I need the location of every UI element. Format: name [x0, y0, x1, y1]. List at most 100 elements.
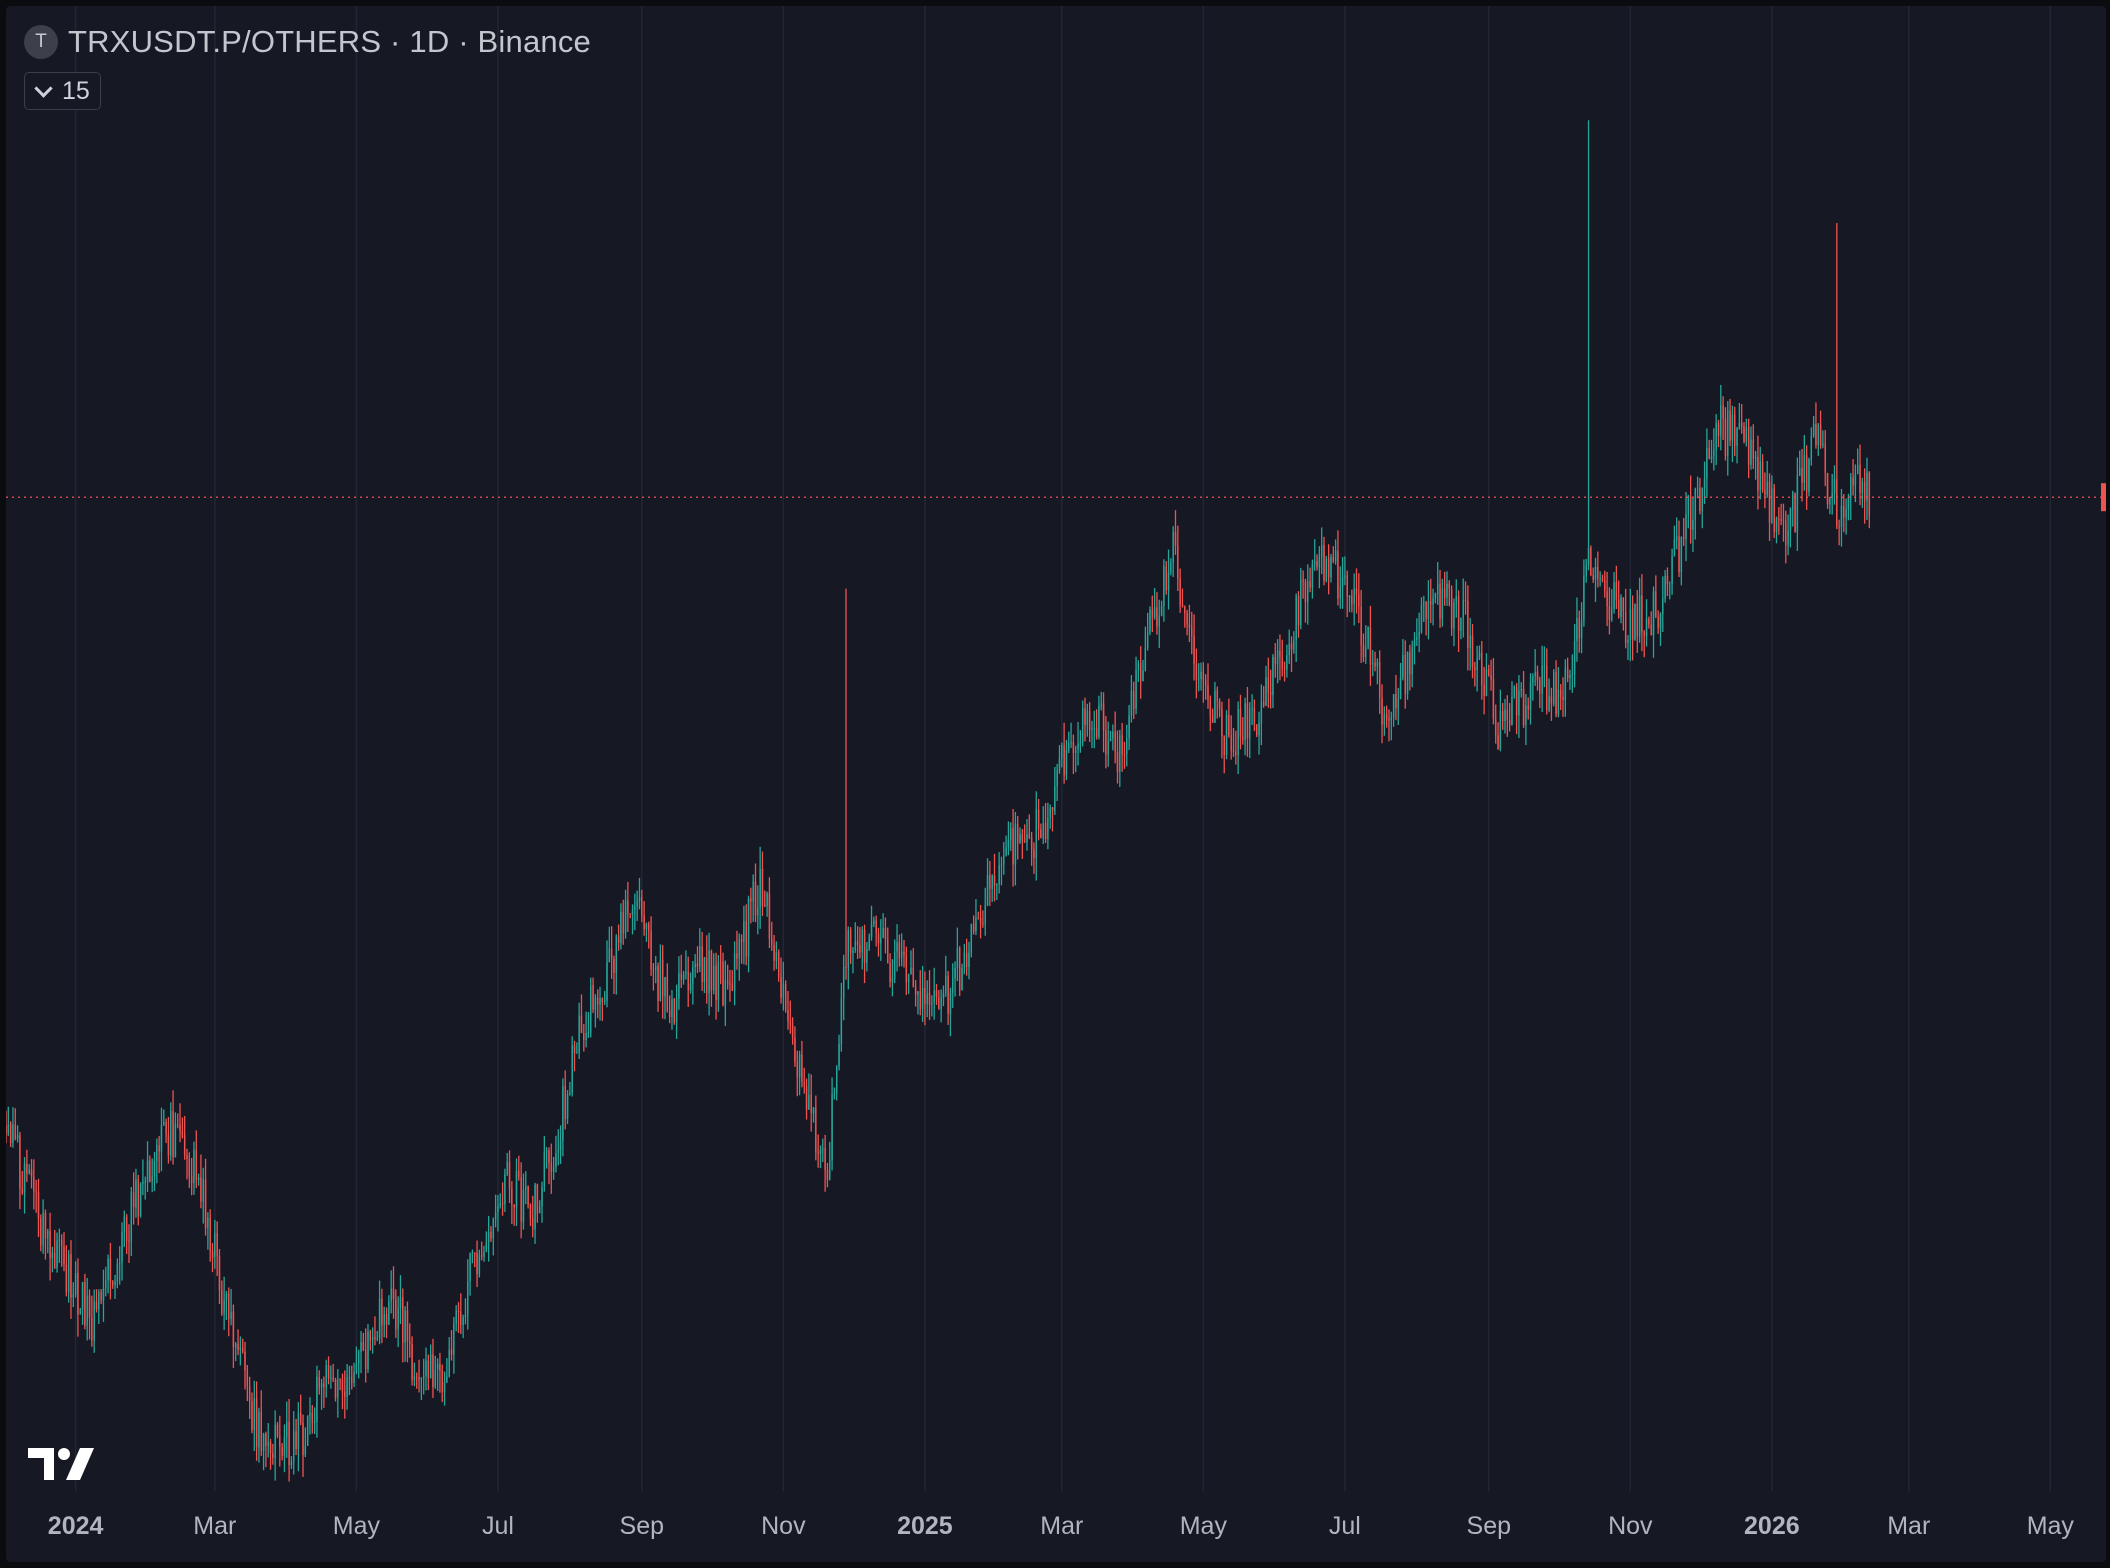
candle-body	[464, 1314, 467, 1318]
candle-body	[1662, 598, 1664, 614]
candle-body	[805, 1086, 808, 1110]
candle-body	[1617, 599, 1620, 618]
candle-body	[432, 1354, 434, 1387]
candle-body	[1492, 679, 1495, 719]
candle-body	[1597, 566, 1599, 579]
candle-body	[1000, 864, 1003, 866]
candle-body	[1223, 736, 1225, 755]
candle-body	[241, 1347, 244, 1352]
candle-body	[998, 865, 1000, 885]
candle-body	[1729, 410, 1731, 441]
candle-body	[1759, 461, 1762, 491]
candle-body	[562, 1085, 564, 1141]
candle-body	[418, 1377, 420, 1380]
candle-body	[889, 962, 891, 982]
candle-body	[499, 1203, 502, 1207]
candle-body	[757, 907, 759, 916]
symbol-title[interactable]: TRXUSDT.P/OTHERS · 1D · Binance	[68, 24, 591, 59]
candle-body	[666, 976, 669, 1011]
candle-body	[1483, 684, 1485, 697]
candle-body	[842, 967, 845, 999]
candle-body	[525, 1186, 527, 1190]
candle-body	[1738, 422, 1741, 429]
candle-body	[578, 1015, 580, 1053]
candle-body	[1824, 443, 1826, 473]
candle-body	[822, 1148, 824, 1150]
candle-body	[1518, 691, 1520, 716]
candle-body	[1504, 709, 1506, 722]
candle-body	[573, 1045, 576, 1054]
candle-body	[1685, 514, 1687, 539]
chart-pane[interactable]: 2024 Mar May Jul Sep Nov 2025 Mar May Jul Sep Nov 20…	[6, 6, 2106, 1562]
candle-body	[1501, 710, 1504, 722]
candle-body	[838, 1043, 840, 1067]
candle-body	[712, 965, 715, 991]
candle-body	[172, 1110, 174, 1157]
candle-body	[1425, 602, 1427, 619]
candle-body	[1337, 550, 1339, 599]
candle-body	[1378, 661, 1381, 699]
candle-body	[376, 1338, 379, 1340]
candle-body	[1720, 405, 1722, 436]
candle-body	[958, 948, 961, 991]
candle-body	[933, 990, 935, 1004]
candle-body	[1664, 575, 1666, 599]
candle-body	[453, 1324, 455, 1355]
candle-body	[107, 1258, 109, 1280]
candle-body	[587, 1032, 590, 1034]
candle-body	[1775, 518, 1778, 533]
candle-body	[942, 993, 945, 998]
candle-body	[1717, 423, 1720, 436]
x-axis-tick-label: Nov	[761, 1512, 806, 1540]
candle-body	[1585, 564, 1587, 576]
candle-body	[1845, 509, 1847, 518]
candle-body	[1863, 481, 1866, 501]
candle-body	[754, 881, 757, 916]
candle-body	[255, 1398, 258, 1448]
candle-body	[550, 1162, 553, 1172]
candle-body	[1267, 677, 1270, 693]
indicators-toggle-button[interactable]: 15	[24, 72, 101, 110]
candle-body	[1385, 714, 1388, 719]
candle-body	[1490, 675, 1492, 680]
candle-body	[1040, 829, 1042, 839]
candle-body	[508, 1162, 511, 1189]
candle-body	[151, 1176, 153, 1182]
candle-body	[1260, 701, 1263, 724]
candle-body	[1594, 566, 1597, 580]
symbol-logo-icon[interactable]: T	[24, 25, 58, 59]
candle-body	[1010, 827, 1012, 841]
candle-body	[687, 971, 689, 990]
candle-body	[761, 868, 764, 907]
candle-body	[854, 941, 857, 951]
symbol-logo-letter: T	[35, 31, 47, 52]
candle-body	[1601, 578, 1604, 580]
candle-body	[1782, 520, 1785, 522]
candle-body	[1576, 618, 1578, 641]
candle-body	[1135, 670, 1137, 709]
candle-body	[1812, 424, 1815, 437]
candle-body	[654, 965, 657, 970]
candle-body	[947, 975, 949, 1014]
candle-body	[1696, 487, 1699, 489]
candle-body	[984, 905, 986, 924]
tradingview-logo-icon[interactable]	[28, 1448, 94, 1480]
candle-body	[634, 906, 636, 911]
candle-body	[1743, 426, 1745, 442]
candle-body	[144, 1181, 146, 1183]
chart-canvas[interactable]: 2024 Mar May Jul Sep Nov 2025 Mar May Jul Sep Nov 20…	[6, 6, 2106, 1562]
candle-body	[1049, 807, 1051, 818]
candle-body	[559, 1140, 562, 1150]
candle-body	[518, 1170, 520, 1177]
candle-body	[552, 1167, 555, 1172]
candle-body	[615, 936, 618, 973]
candle-body	[877, 933, 880, 944]
candle-body	[743, 921, 745, 942]
candle-body	[1557, 689, 1560, 715]
candle-body	[1754, 457, 1757, 459]
candle-body	[731, 983, 734, 991]
candle-body	[1571, 674, 1574, 676]
candle-body	[996, 884, 998, 886]
candle-body	[898, 942, 901, 959]
candle-body	[643, 915, 645, 930]
